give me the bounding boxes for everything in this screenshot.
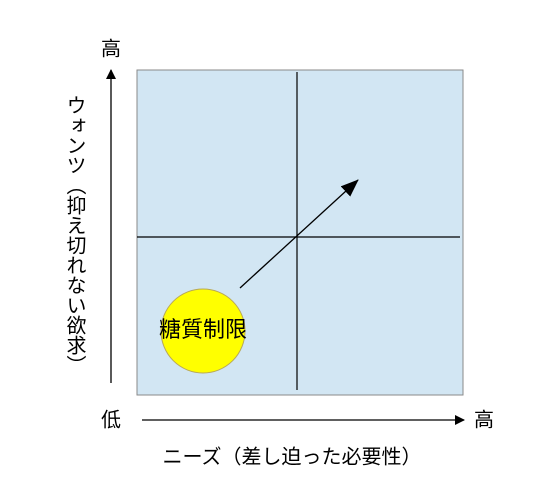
y-axis-title: ウォンツ（抑え切れない欲求） xyxy=(63,95,87,375)
y-low-label: 低 xyxy=(101,408,121,432)
item-circle xyxy=(160,288,246,374)
y-high-label: 高 xyxy=(101,37,121,61)
x-high-label: 高 xyxy=(474,408,494,432)
x-axis-title: ニーズ（差し迫った必要性） xyxy=(163,445,422,469)
item-label: 糖質制限 xyxy=(159,318,247,343)
direction-arrow xyxy=(239,179,359,289)
